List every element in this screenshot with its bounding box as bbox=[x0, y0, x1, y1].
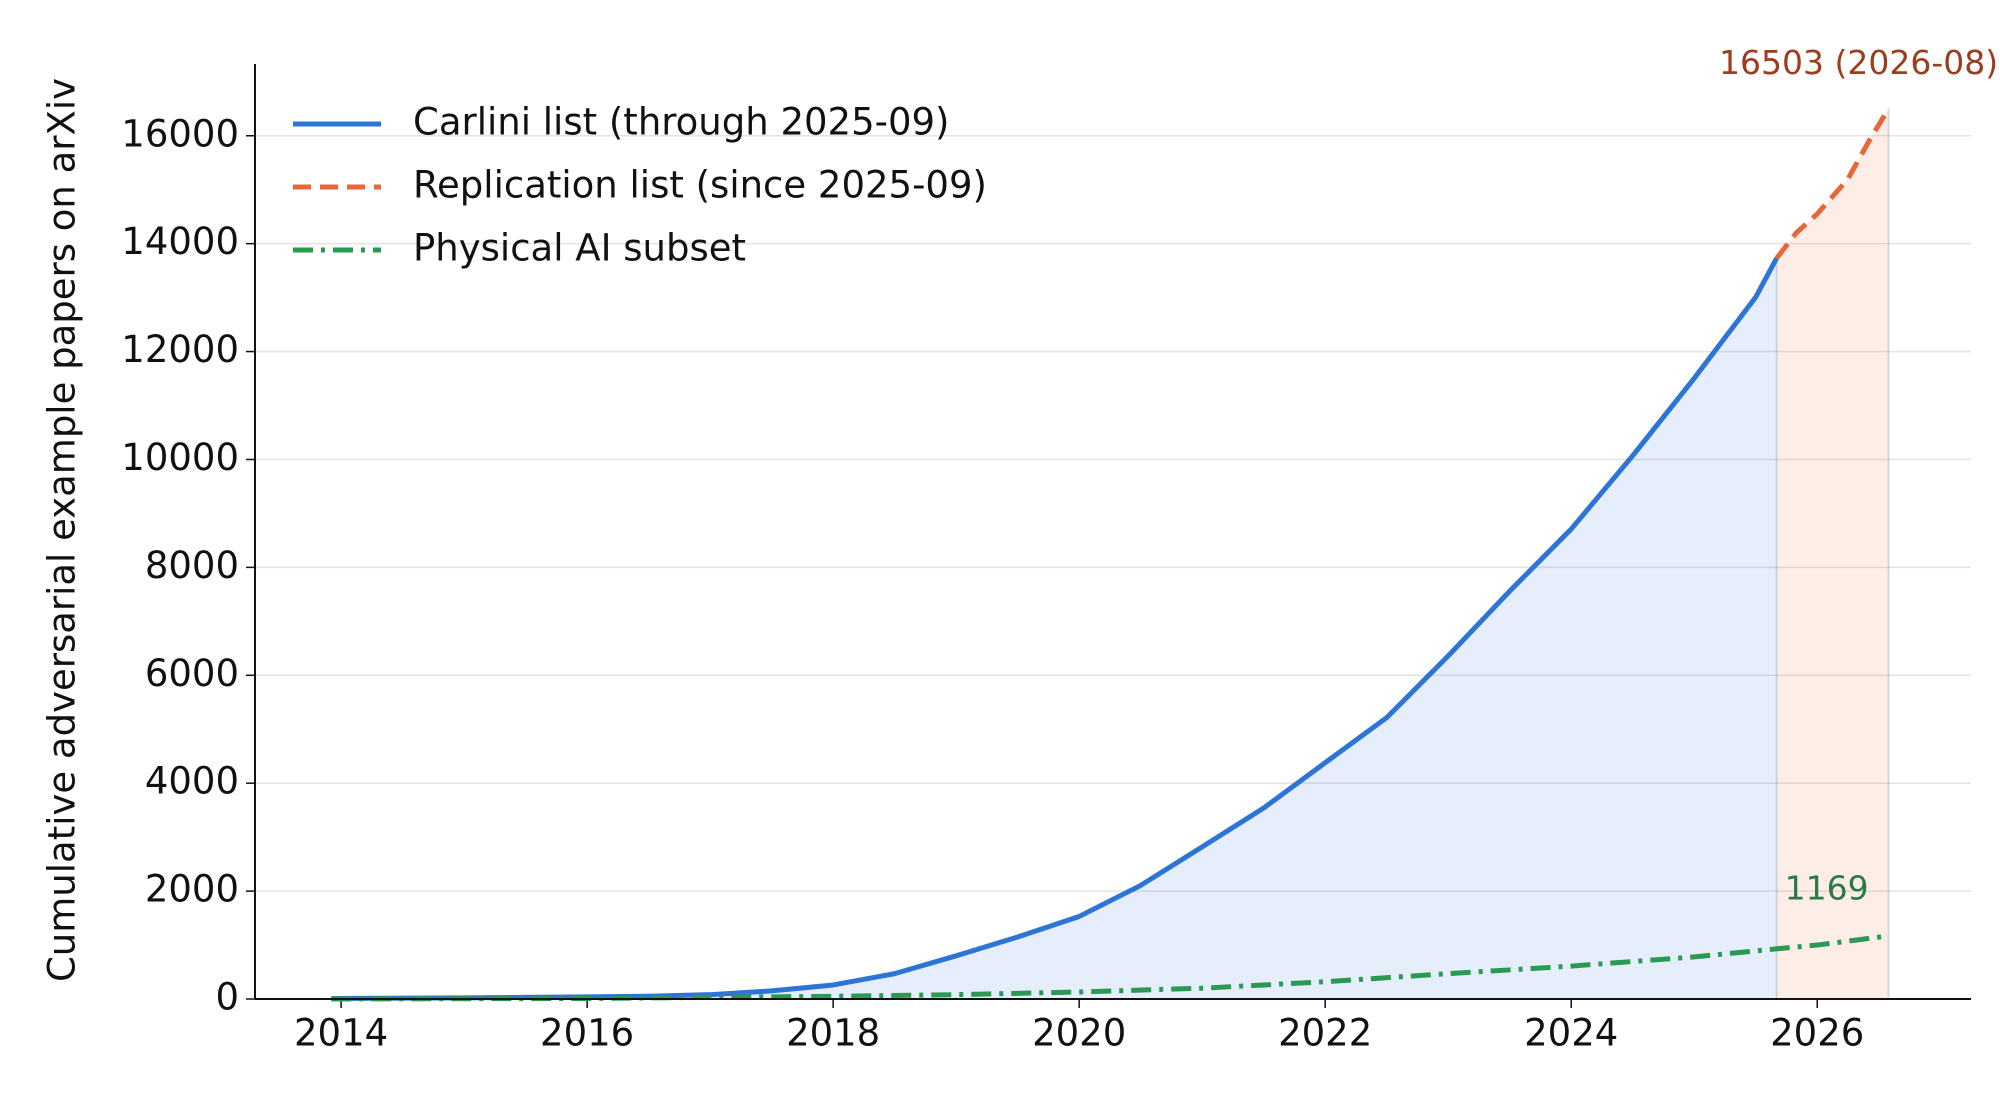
x-tick-label: 2016 bbox=[540, 1012, 634, 1055]
area-fill bbox=[331, 258, 1777, 1000]
legend-label: Physical AI subset bbox=[413, 227, 746, 270]
area-fill bbox=[1776, 108, 1889, 999]
annotation: 1169 bbox=[1785, 868, 1869, 907]
series-line bbox=[331, 257, 1779, 1001]
y-tick-label: 6000 bbox=[145, 652, 239, 695]
y-tick-label: 8000 bbox=[145, 544, 239, 587]
y-tick-label: 0 bbox=[215, 976, 239, 1019]
y-tick-label: 12000 bbox=[121, 328, 239, 371]
x-tick-label: 2020 bbox=[1032, 1012, 1126, 1055]
y-tick-label: 4000 bbox=[145, 760, 239, 803]
x-tick-label: 2026 bbox=[1770, 1012, 1864, 1055]
y-tick-label: 14000 bbox=[121, 220, 239, 263]
x-tick-label: 2014 bbox=[294, 1012, 388, 1055]
annotation: 16503 (2026-08) bbox=[1719, 43, 1998, 82]
y-tick-label: 2000 bbox=[145, 868, 239, 911]
x-tick-label: 2024 bbox=[1524, 1012, 1618, 1055]
y-tick-label: 10000 bbox=[121, 436, 239, 479]
y-tick-label: 16000 bbox=[121, 112, 239, 155]
series-line bbox=[1774, 107, 1891, 260]
x-tick-label: 2018 bbox=[786, 1012, 880, 1055]
legend-label: Replication list (since 2025-09) bbox=[413, 164, 987, 207]
x-tick-label: 2022 bbox=[1278, 1012, 1372, 1055]
series-line bbox=[331, 933, 1889, 1002]
legend-label: Carlini list (through 2025-09) bbox=[413, 101, 949, 144]
y-axis-label: Cumulative adversarial example papers on… bbox=[41, 78, 84, 982]
